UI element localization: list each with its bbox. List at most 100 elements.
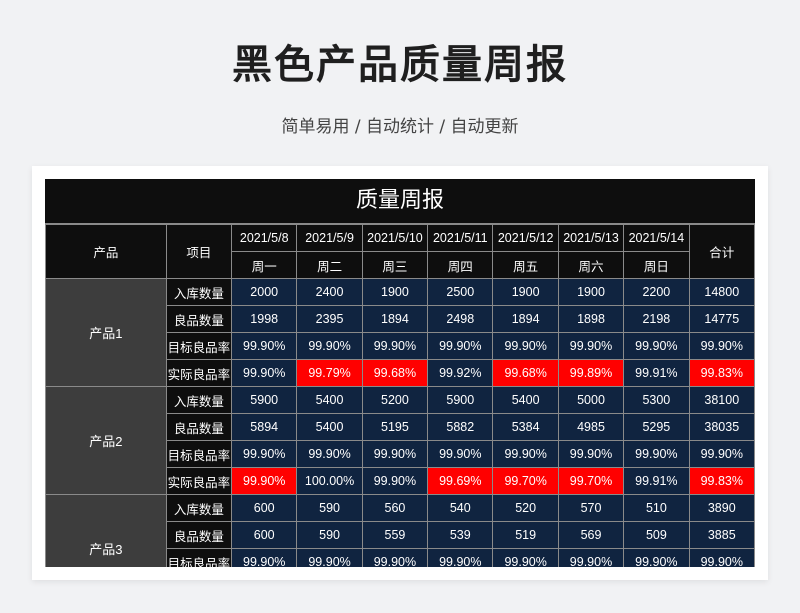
value-cell: 99.90%	[231, 332, 298, 360]
value-cell: 99.90%	[361, 440, 429, 468]
header-weekday: 周六	[557, 251, 625, 279]
total-cell: 3890	[688, 494, 755, 522]
value-cell: 600	[231, 521, 298, 549]
value-cell: 5295	[623, 413, 690, 441]
value-cell: 559	[361, 521, 429, 549]
item-label: 目标良品率	[165, 332, 233, 360]
total-cell: 99.90%	[688, 548, 755, 567]
item-label: 目标良品率	[165, 440, 233, 468]
header-weekday: 周一	[231, 251, 298, 279]
total-cell: 99.90%	[688, 440, 755, 468]
total-cell: 14775	[688, 305, 755, 333]
value-cell: 99.90%	[557, 440, 625, 468]
report-card: 质量周报 产品 项目 2021/5/8 2021/5/9 2021/5/10 2021/5…	[32, 166, 768, 580]
value-cell: 99.90%	[296, 332, 363, 360]
header-weekday: 周三	[361, 251, 429, 279]
value-cell: 99.90%	[492, 440, 559, 468]
value-cell: 5200	[361, 386, 429, 414]
value-cell: 99.68%	[361, 359, 429, 387]
value-cell: 1900	[557, 278, 625, 306]
value-cell: 1894	[492, 305, 559, 333]
value-cell: 99.90%	[361, 332, 429, 360]
value-cell: 99.68%	[492, 359, 559, 387]
header-row-dates: 产品 项目 2021/5/8 2021/5/9 2021/5/10 2021/5/11 20…	[45, 224, 755, 279]
value-cell: 99.79%	[296, 359, 363, 387]
value-cell: 99.90%	[623, 548, 690, 567]
value-cell: 509	[623, 521, 690, 549]
value-cell: 99.90%	[427, 440, 494, 468]
total-cell: 99.83%	[688, 359, 755, 387]
value-cell: 2498	[427, 305, 494, 333]
value-cell: 99.90%	[296, 440, 363, 468]
table-row: 目标良品率 99.90% 99.90% 99.90% 99.90% 99.90% 99.90…	[46, 440, 755, 468]
value-cell: 99.70%	[492, 467, 559, 495]
total-cell: 14800	[688, 278, 755, 306]
value-cell: 2500	[427, 278, 494, 306]
value-cell: 99.90%	[231, 467, 298, 495]
value-cell: 99.90%	[361, 467, 429, 495]
value-cell: 1900	[361, 278, 429, 306]
total-cell: 38035	[688, 413, 755, 441]
item-label: 入库数量	[165, 494, 233, 522]
value-cell: 2000	[231, 278, 298, 306]
total-cell: 3885	[688, 521, 755, 549]
value-cell: 2400	[296, 278, 363, 306]
value-cell: 520	[492, 494, 559, 522]
header-date: 2021/5/11	[427, 224, 494, 252]
value-cell: 590	[296, 494, 363, 522]
item-label: 实际良品率	[165, 359, 233, 387]
table-row: 良品数量 600 590 559 539 519 569 509 3885	[46, 521, 755, 549]
header-date: 2021/5/10	[361, 224, 429, 252]
value-cell: 99.90%	[231, 440, 298, 468]
header-weekday: 周五	[492, 251, 559, 279]
table-row: 产品2 入库数量 5900 5400 5200 5900 5400 5000 5300 38100	[45, 386, 755, 495]
value-cell: 5894	[231, 413, 298, 441]
item-label: 良品数量	[165, 521, 233, 549]
value-cell: 2200	[623, 278, 690, 306]
total-cell: 99.83%	[688, 467, 755, 495]
value-cell: 539	[427, 521, 494, 549]
value-cell: 99.70%	[557, 467, 625, 495]
value-cell: 560	[361, 494, 429, 522]
product-name: 产品2	[45, 386, 167, 495]
header-product: 产品	[45, 224, 167, 279]
value-cell: 570	[557, 494, 625, 522]
spreadsheet: 质量周报 产品 项目 2021/5/8 2021/5/9 2021/5/10 2021/5…	[45, 179, 755, 567]
header-date: 2021/5/9	[296, 224, 363, 252]
header-weekday: 周日	[623, 251, 690, 279]
item-label: 实际良品率	[165, 467, 233, 495]
header-weekday: 周二	[296, 251, 363, 279]
value-cell: 99.92%	[427, 359, 494, 387]
value-cell: 100.00%	[296, 467, 363, 495]
value-cell: 99.90%	[623, 332, 690, 360]
header-item: 项目	[165, 224, 233, 279]
value-cell: 2395	[296, 305, 363, 333]
value-cell: 5300	[623, 386, 690, 414]
value-cell: 5400	[296, 386, 363, 414]
item-label: 入库数量	[165, 386, 233, 414]
value-cell: 590	[296, 521, 363, 549]
table-row: 产品1 入库数量 2000 2400 1900 2500 1900 1900 2200 14800	[45, 278, 755, 387]
value-cell: 519	[492, 521, 559, 549]
value-cell: 2198	[623, 305, 690, 333]
header-weekday: 周四	[427, 251, 494, 279]
header-date: 2021/5/12	[492, 224, 559, 252]
page-title: 黑色产品质量周报	[232, 42, 568, 88]
value-cell: 5195	[361, 413, 429, 441]
value-cell: 99.69%	[427, 467, 494, 495]
value-cell: 5400	[296, 413, 363, 441]
value-cell: 569	[557, 521, 625, 549]
value-cell: 99.90%	[427, 332, 494, 360]
item-label: 入库数量	[165, 278, 233, 306]
value-cell: 4985	[557, 413, 625, 441]
value-cell: 99.90%	[231, 359, 298, 387]
value-cell: 99.90%	[361, 548, 429, 567]
value-cell: 600	[231, 494, 298, 522]
value-cell: 99.90%	[623, 440, 690, 468]
item-label: 良品数量	[165, 413, 233, 441]
value-cell: 5400	[492, 386, 559, 414]
total-cell: 38100	[688, 386, 755, 414]
value-cell: 1898	[557, 305, 625, 333]
table-row: 产品3 入库数量 600 590 560 540 520 570 510 3890	[45, 494, 755, 567]
quality-table: 产品 项目 2021/5/8 2021/5/9 2021/5/10 2021/5/11 20…	[45, 224, 755, 567]
